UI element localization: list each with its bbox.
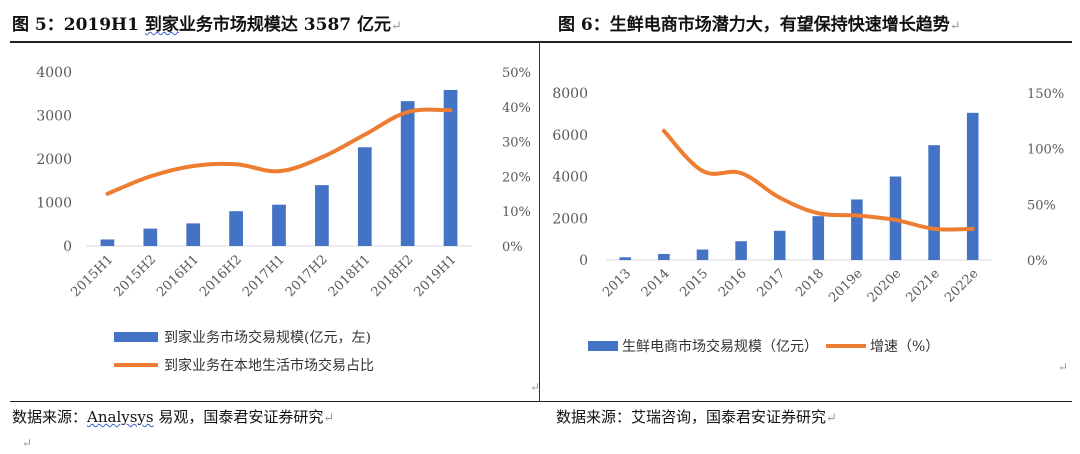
fig6-bar <box>928 145 940 260</box>
fig5-x-tick-label: 2016H2 <box>197 252 245 300</box>
fig5-bar <box>100 239 115 246</box>
fig5-y-tick-label: 3000 <box>36 109 72 125</box>
fig5-bar <box>272 204 286 246</box>
fig5-bar <box>400 101 415 246</box>
fig6-bar <box>735 241 747 260</box>
fig5-x-tick-label: 2016H1 <box>154 252 202 300</box>
figure-5-title: 图 5：2019H1 到家业务市场规模达 3587 亿元↵ <box>12 10 402 35</box>
fig6-x-tick-label: 2016 <box>716 266 750 300</box>
fig6-x-tick-label: 2022e <box>942 266 982 306</box>
fig6-x-tick-label: 2013 <box>600 266 634 300</box>
source-text: 数据来源：艾瑞咨询，国泰君安证券研究 <box>556 408 827 426</box>
column-divider <box>539 43 540 401</box>
top-rule <box>10 41 1072 43</box>
fig6-x-tick-label: 2018 <box>793 266 827 300</box>
fig5-y2-tick-label: 50% <box>502 66 531 81</box>
fig6-x-tick-label: 2017 <box>755 266 789 300</box>
paragraph-mark-icon: ↵ <box>826 411 837 426</box>
fig5-bar <box>143 228 158 246</box>
fig6-bar <box>851 199 863 260</box>
bottom-rule <box>10 401 1072 402</box>
fig6-y-tick-label: 4000 <box>552 170 588 186</box>
fig6-x-tick-label: 2014 <box>639 266 673 300</box>
paragraph-mark-icon: ↵ <box>949 19 961 34</box>
fig5-legend-bar-label: 到家业务市场交易规模(亿元，左) <box>164 329 371 346</box>
fig6-legend-bar-swatch <box>588 341 618 351</box>
fig5-y-tick-label: 1000 <box>36 196 72 212</box>
fig6-y2-tick-label: 100% <box>1027 143 1064 158</box>
fig6-bar <box>773 230 786 260</box>
fig6-bar <box>966 112 979 260</box>
chart-market-scale-to-home: 0 1000 2000 3000 4000 0% 10% 20% 30% 40% 50% 2015H1… <box>36 65 531 374</box>
fig6-y-tick-label: 2000 <box>552 211 588 227</box>
paragraph-mark-icon: ↵ <box>1058 360 1069 374</box>
fig6-y-tick-label: 6000 <box>552 128 588 144</box>
fig6-bar <box>658 253 670 260</box>
paragraph-mark-icon: ↵ <box>22 436 33 450</box>
fig5-x-tick-label: 2018H1 <box>326 252 374 300</box>
fig6-x-tick-label: 2019e <box>826 266 866 306</box>
fig5-legend-line-label: 到家业务在本地生活市场交易占比 <box>164 357 374 374</box>
figure-6-title: 图 6：生鲜电商市场潜力大，有望保持快速增长趋势↵ <box>558 10 961 35</box>
source-rest: 易观，国泰君安证券研究 <box>153 408 324 426</box>
fig5-y2-tick-label: 30% <box>502 136 531 151</box>
fig5-y2-tick-label: 20% <box>502 170 531 185</box>
fig5-line-series <box>105 107 453 196</box>
fig6-line-series <box>661 128 975 232</box>
figure-6-title-text: 图 6：生鲜电商市场潜力大，有望保持快速增长趋势 <box>558 15 950 35</box>
title-underlined-phrase: 到家 <box>144 15 179 35</box>
fig6-bar <box>812 216 825 260</box>
fig5-y-tick-label: 4000 <box>36 65 72 81</box>
fig6-y-tick-label: 8000 <box>552 86 588 102</box>
fig5-x-tick-label: 2017H1 <box>240 252 288 300</box>
paragraph-mark-icon: ↵ <box>323 411 335 426</box>
fig5-x-tick-label: 2015H2 <box>111 252 159 300</box>
fig5-bar <box>443 89 458 246</box>
source-prefix: 数据来源： <box>12 408 88 426</box>
fig5-x-tick-label: 2017H2 <box>283 252 331 300</box>
fig5-y-tick-label: 2000 <box>36 152 72 168</box>
fig5-y2-tick-label: 0% <box>502 240 523 255</box>
figure-6-source: 数据来源：艾瑞咨询，国泰君安证券研究↵ <box>556 406 837 427</box>
fig6-legend-line-label: 增速（%） <box>870 339 939 355</box>
fig6-y2-tick-label: 0% <box>1027 254 1048 269</box>
fig6-legend-bar-label: 生鲜电商市场交易规模（亿元） <box>622 338 818 355</box>
figure-5-source: 数据来源：Analysys 易观，国泰君安证券研究↵ <box>12 406 334 427</box>
fig6-bar <box>696 249 709 260</box>
paragraph-mark-icon: ↵ <box>391 19 402 34</box>
fig6-y-tick-label: 0 <box>579 253 588 269</box>
source-link[interactable]: Analysys <box>87 408 154 426</box>
fig5-x-tick-label: 2015H1 <box>68 252 116 300</box>
fig5-x-tick-label: 2019H1 <box>412 252 460 300</box>
fig5-y2-tick-label: 40% <box>502 101 531 116</box>
fig6-x-tick-label: 2020e <box>865 266 905 306</box>
fig6-y2-tick-label: 50% <box>1027 198 1056 213</box>
fig6-y2-tick-label: 150% <box>1027 87 1064 102</box>
fig5-x-tick-label: 2018H2 <box>369 252 417 300</box>
figure-5-title-text: 图 5：2019H1 到家业务市场规模达 3587 亿元 <box>12 15 392 35</box>
fig5-bar <box>186 223 201 246</box>
fig5-bar <box>357 147 372 246</box>
fig5-bar <box>315 185 329 246</box>
fig6-x-tick-label: 2021e <box>903 266 943 306</box>
paragraph-mark-icon: ↵ <box>530 380 541 394</box>
fig5-bar <box>229 211 243 246</box>
fig6-x-tick-label: 2015 <box>677 266 711 300</box>
fig5-legend-bar-swatch <box>114 332 158 342</box>
fig5-y2-tick-label: 10% <box>502 205 531 220</box>
fig5-y-tick-label: 0 <box>63 239 72 255</box>
fig6-bar <box>619 257 632 260</box>
